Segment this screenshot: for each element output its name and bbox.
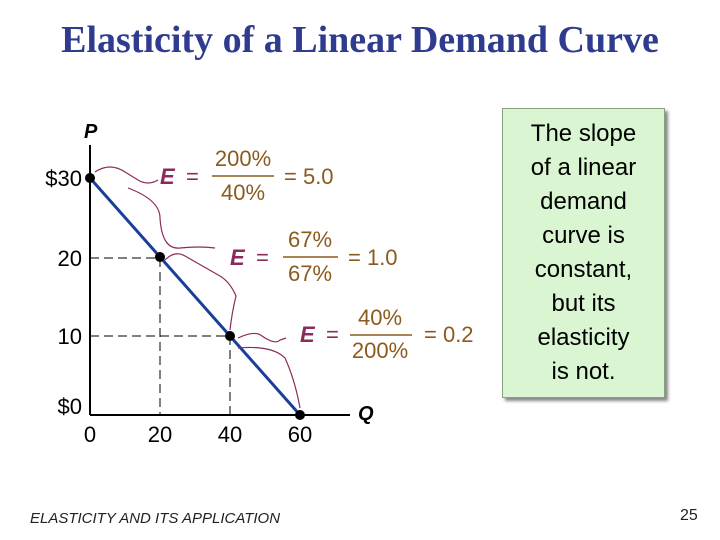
footer-text: ELASTICITY AND ITS APPLICATION — [30, 510, 281, 527]
note-line: of a linear — [530, 154, 637, 181]
slide-title: Elasticity of a Linear Demand Curve — [61, 19, 659, 61]
note-box: The slope of a linear demand curve is co… — [502, 108, 665, 398]
y-tick-label: 20 — [58, 246, 82, 271]
x-tick-label: 40 — [218, 422, 242, 447]
y-tick-label: $0 — [58, 394, 82, 419]
elasticity-numerator: 40% — [358, 305, 402, 330]
y-tick-label: $30 — [45, 166, 82, 191]
note-line: curve is — [542, 222, 625, 249]
elasticity-equals: = — [326, 322, 339, 347]
y-axis-label: P — [84, 121, 98, 143]
page-number: 25 — [680, 507, 698, 524]
demand-curve-line — [88, 177, 302, 416]
x-tick-label: 60 — [288, 422, 312, 447]
note-line: elasticity — [537, 324, 630, 351]
elasticity-equals: = — [186, 164, 199, 189]
elasticity-label: E — [230, 245, 246, 270]
x-tick-label: 0 — [84, 422, 96, 447]
elasticity-result: = 0.2 — [424, 322, 474, 347]
elasticity-label: E — [300, 322, 316, 347]
demand-points — [85, 173, 305, 420]
demand-point — [225, 331, 235, 341]
elasticity-numerator: 200% — [215, 146, 271, 171]
note-line: demand — [540, 188, 627, 215]
elasticity-denominator: 67% — [288, 261, 332, 286]
note-line: but its — [551, 290, 616, 317]
note-line: is not. — [551, 358, 616, 385]
elasticity-numerator: 67% — [288, 227, 332, 252]
demand-point — [295, 410, 305, 420]
x-tick-label: 20 — [148, 422, 172, 447]
elasticity-result: = 1.0 — [348, 245, 398, 270]
x-axis-label: Q — [358, 403, 374, 425]
elasticity-denominator: 40% — [221, 180, 265, 205]
demand-point — [155, 252, 165, 262]
dashed-guides — [90, 257, 231, 415]
y-tick-label: 10 — [58, 324, 82, 349]
elasticity-label: E — [160, 164, 176, 189]
segment-braces — [94, 166, 301, 409]
demand-point — [85, 173, 95, 183]
elasticity-result: = 5.0 — [284, 164, 334, 189]
elasticity-denominator: 200% — [352, 338, 408, 363]
elasticity-equals: = — [256, 245, 269, 270]
note-line: The slope — [530, 120, 637, 147]
note-line: constant, — [534, 256, 633, 283]
